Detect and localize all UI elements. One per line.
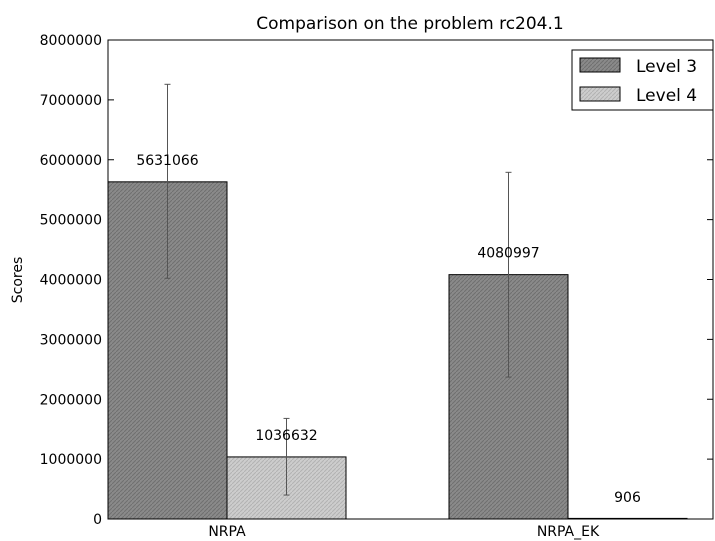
y-tick-label: 4000000	[40, 273, 102, 289]
legend: Level 3 Level 4	[571, 49, 714, 111]
y-tick-label: 8000000	[40, 33, 102, 49]
y-axis-label: Scores	[10, 257, 26, 304]
y-tick-label: 1000000	[40, 452, 102, 468]
y-tick-label: 3000000	[40, 332, 102, 348]
data-label: 906	[614, 490, 641, 506]
y-tick-label: 5000000	[40, 213, 102, 229]
chart-title: Comparison on the problem rc204.1	[256, 14, 563, 34]
y-tick-label: 7000000	[40, 93, 102, 109]
legend-swatch-level-3	[579, 57, 621, 73]
y-tick-label: 6000000	[40, 153, 102, 169]
y-tick-label: 0	[93, 512, 102, 528]
plot-frame	[107, 39, 714, 520]
x-tick-label: NRPA_EK	[537, 524, 600, 540]
legend-label-level-3: Level 3	[636, 57, 697, 77]
data-label: 5631066	[136, 153, 198, 169]
y-tick-label: 2000000	[40, 392, 102, 408]
data-label: 1036632	[255, 428, 317, 444]
legend-swatch-level-4	[579, 86, 621, 102]
data-label: 4080997	[477, 246, 539, 262]
legend-label-level-4: Level 4	[636, 86, 697, 106]
x-tick-label: NRPA	[208, 524, 246, 540]
